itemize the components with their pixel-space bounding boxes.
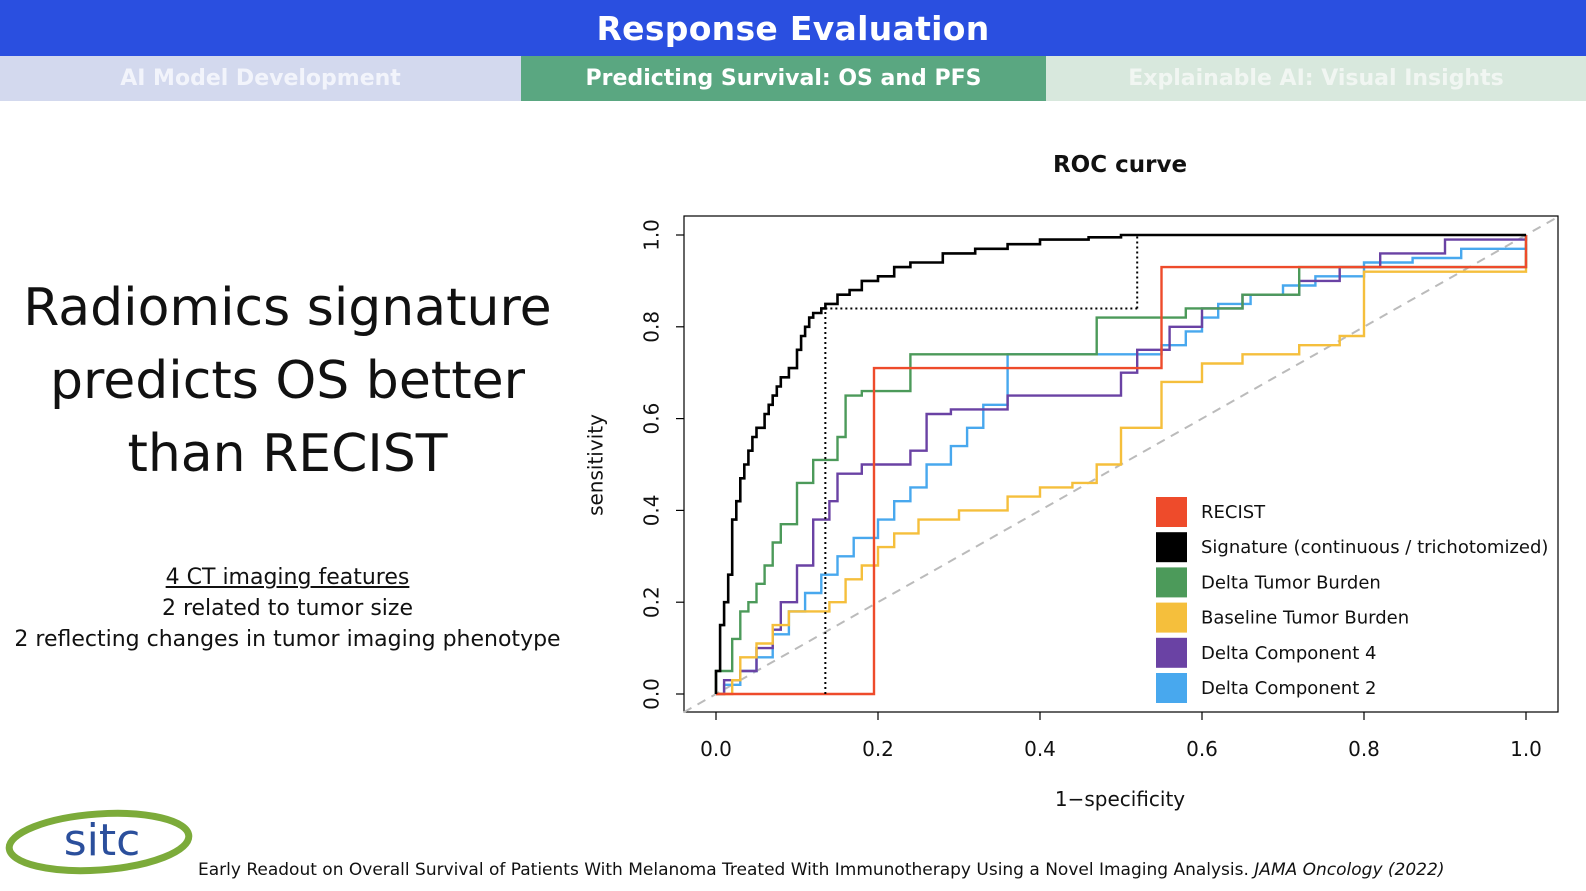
section-tabs: AI Model Development Predicting Survival…: [0, 56, 1586, 101]
legend-swatch: [1156, 673, 1187, 703]
series-signature: [714, 233, 1526, 694]
headline: Radiomics signature predicts OS better t…: [10, 272, 565, 491]
series-delta-tumor-burden: [714, 235, 1528, 694]
features-line-2: 2 reflecting changes in tumor imaging ph…: [14, 627, 561, 652]
sitc-logo: sitc: [5, 809, 193, 875]
series-recist: [716, 235, 1528, 696]
legend-swatch: [1156, 497, 1187, 527]
y-tick-label: 0.2: [640, 586, 664, 618]
header-bar: Response Evaluation: [0, 0, 1586, 56]
legend-swatch: [1156, 567, 1187, 598]
x-tick-label: 0.2: [862, 737, 894, 761]
legend-label: RECIST: [1201, 502, 1266, 523]
x-tick-label: 1.0: [1510, 737, 1542, 761]
legend-swatch: [1156, 602, 1187, 633]
features-summary: 4 CT imaging features 2 related to tumor…: [10, 562, 565, 655]
legend-label: Baseline Tumor Burden: [1201, 608, 1409, 629]
header-title: Response Evaluation: [596, 8, 990, 48]
citation-text: Early Readout on Overall Survival of Pat…: [198, 860, 1249, 880]
y-tick-label: 0.4: [640, 494, 664, 526]
legend-swatch: [1156, 532, 1187, 563]
headline-line-2: predicts OS better: [50, 351, 525, 411]
tab-ai-model-development[interactable]: AI Model Development: [0, 56, 521, 101]
chart-title: ROC curve: [1053, 152, 1187, 178]
y-axis-label: sensitivity: [584, 414, 608, 516]
x-axis-label: 1−specificity: [1055, 787, 1185, 811]
logo-text: sitc: [64, 815, 141, 866]
x-tick-label: 0.4: [1024, 737, 1056, 761]
legend-label: Signature (continuous / trichotomized): [1201, 537, 1548, 558]
legend-label: Delta Component 4: [1201, 643, 1376, 664]
legend-label: Delta Tumor Burden: [1201, 572, 1381, 593]
x-tick-label: 0.8: [1348, 737, 1380, 761]
series-delta-component-2: [716, 244, 1528, 696]
y-tick-label: 0.0: [640, 678, 664, 710]
legend-swatch: [1156, 637, 1187, 668]
x-tick-label: 0.0: [700, 737, 732, 761]
tab-predicting-survival[interactable]: Predicting Survival: OS and PFS: [521, 56, 1046, 101]
x-tick-label: 0.6: [1186, 737, 1218, 761]
tab-explainable-ai[interactable]: Explainable AI: Visual Insights: [1046, 56, 1586, 101]
roc-chart: ROC curve 0.0 0.2 0.4 0.6 0.8 1.0 0.0 0.2 0.4 0.6 0…: [584, 152, 1559, 811]
features-line-1: 2 related to tumor size: [161, 596, 414, 621]
legend-label: Delta Component 2: [1201, 678, 1376, 699]
citation-journal: JAMA Oncology (2022): [1254, 860, 1445, 880]
headline-line-1: Radiomics signature: [23, 278, 552, 338]
footer-citation: Early Readout on Overall Survival of Pat…: [198, 860, 1444, 880]
plot-frame: [683, 215, 1559, 713]
y-tick-label: 0.6: [640, 403, 664, 435]
y-tick-label: 0.8: [640, 311, 664, 343]
features-heading: 4 CT imaging features: [165, 565, 410, 590]
series-baseline-tumor-burden: [716, 253, 1528, 696]
y-tick-label: 1.0: [640, 219, 664, 251]
logo-ring: [5, 809, 193, 875]
headline-line-3: than RECIST: [127, 424, 448, 484]
